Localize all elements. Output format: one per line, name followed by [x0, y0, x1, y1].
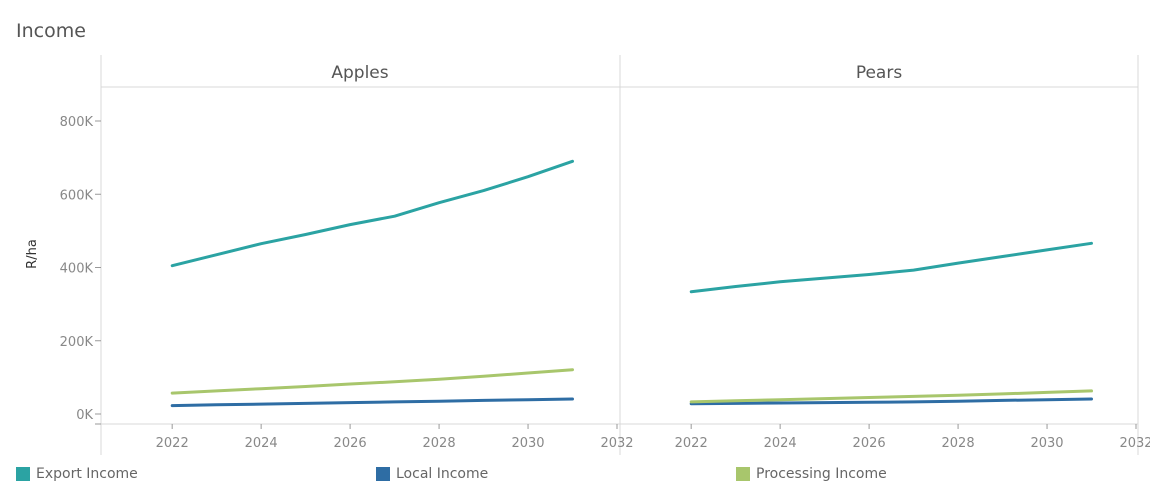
x-tick-label: 2032 — [600, 436, 633, 451]
x-tick-label: 2030 — [1030, 436, 1063, 451]
chart: Apples 2022 2024 2026 2028 2030 2032 Pears 2022 2… — [25, 55, 1150, 455]
legend-item-processing[interactable]: Processing Income — [736, 466, 887, 482]
y-tick-label: 800K — [60, 115, 94, 130]
x-tick-label: 2032 — [1119, 436, 1150, 451]
panel-title: Pears — [856, 63, 903, 83]
y-tick-label: 600K — [60, 188, 94, 203]
y-tick-label: 400K — [60, 262, 94, 277]
legend-label-local: Local Income — [396, 466, 489, 482]
x-tick-label: 2028 — [942, 436, 975, 451]
legend: Export Income Local Income Processing In… — [0, 466, 1150, 486]
y-axis-label: R/ha — [25, 239, 40, 269]
panel-pears: Pears 2022 2024 2026 2028 2030 2032 — [675, 63, 1150, 451]
page-title: Income — [16, 20, 86, 42]
chart-panels: Apples 2022 2024 2026 2028 2030 2032 Pears 2022 2… — [156, 63, 1150, 451]
panel-apples: Apples 2022 2024 2026 2028 2030 2032 — [156, 63, 634, 451]
series-line-export-income — [170, 159, 574, 268]
chart-frame — [100, 55, 1139, 455]
x-tick-label: 2024 — [764, 436, 797, 451]
legend-swatch-processing — [736, 467, 750, 481]
x-tick-label: 2028 — [423, 436, 456, 451]
series-line-processing-income — [170, 368, 574, 395]
legend-label-export: Export Income — [36, 466, 138, 482]
panel-title: Apples — [331, 63, 388, 83]
legend-swatch-local — [376, 467, 390, 481]
legend-item-export[interactable]: Export Income — [16, 466, 138, 482]
y-tick-label: 200K — [60, 335, 94, 350]
series-line-local-income — [689, 397, 1093, 406]
x-tick-label: 2026 — [334, 436, 367, 451]
x-tick-label: 2022 — [675, 436, 708, 451]
series-line-export-income — [689, 241, 1093, 294]
y-tick-label: 0K — [76, 408, 93, 423]
legend-label-processing: Processing Income — [756, 466, 887, 482]
x-tick-label: 2024 — [245, 436, 278, 451]
legend-item-local[interactable]: Local Income — [376, 466, 488, 482]
legend-swatch-export — [16, 467, 30, 481]
y-axis: 0K 200K 400K 600K 800K R/ha — [25, 115, 101, 425]
x-tick-label: 2026 — [853, 436, 886, 451]
series-line-local-income — [170, 397, 574, 408]
x-tick-label: 2022 — [156, 436, 189, 451]
series-line-processing-income — [689, 389, 1093, 404]
x-tick-label: 2030 — [511, 436, 544, 451]
